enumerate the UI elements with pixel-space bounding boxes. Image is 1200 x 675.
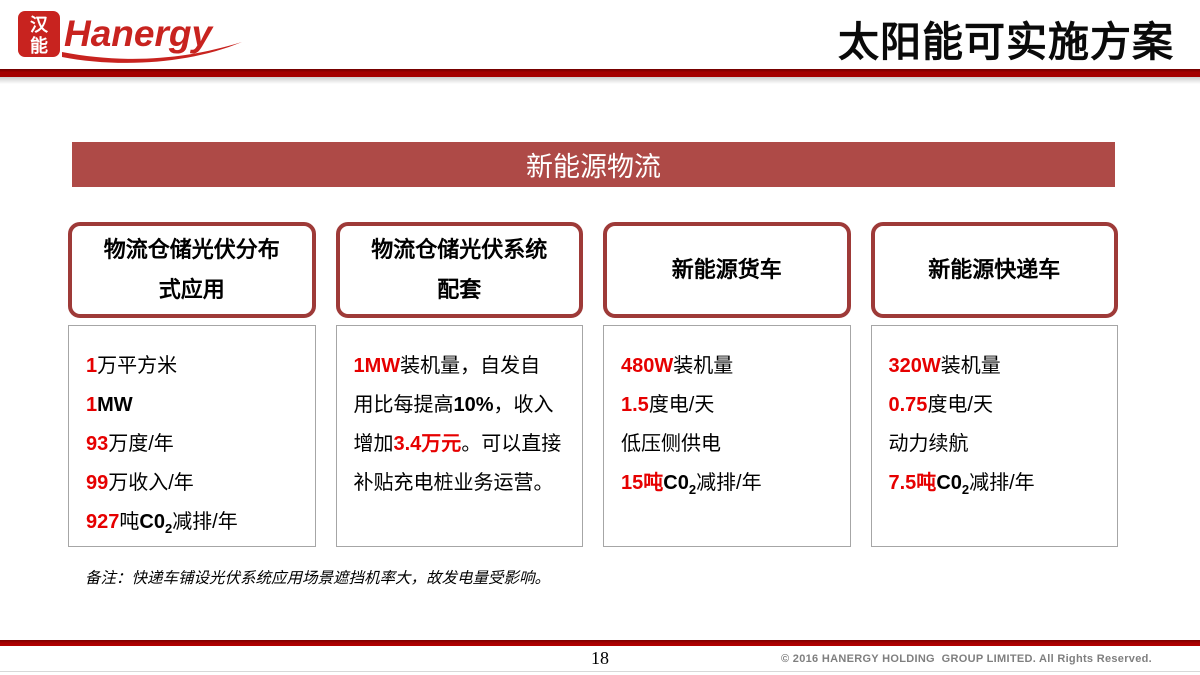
content-text: C0 <box>663 472 689 494</box>
header-line: 物流仓储光伏系统 <box>371 237 548 262</box>
header-line: 配套 <box>437 277 482 302</box>
content-text: 增加 <box>353 433 394 455</box>
column-header-box: 物流仓储光伏系统 配套 <box>335 222 583 318</box>
content-line: 低压侧供电 <box>621 425 840 464</box>
footer-rule <box>0 640 1200 646</box>
content-line: 1MW <box>86 386 305 425</box>
header-line: 式应用 <box>158 277 225 302</box>
copyright: © 2016 HANERGY HOLDING GROUP LIMITED. Al… <box>781 653 1152 665</box>
section-banner-label: 新能源物流 <box>526 152 661 182</box>
content-text: C0 <box>936 472 962 494</box>
content-text: 补贴充电桩业务运营。 <box>353 472 554 494</box>
content-line: 7.5吨C02减排/年 <box>889 464 1108 503</box>
column-content-box: 320W装机量 0.75度电/天 动力续航 7.5吨C02减排/年 <box>870 325 1118 547</box>
content-line: 99万收入/年 <box>86 464 305 503</box>
header-line: 新能源快递车 <box>928 257 1061 282</box>
content-text: 装机量 <box>673 355 734 377</box>
highlight-value: 1 <box>86 355 98 377</box>
column-content-box: 480W装机量 1.5度电/天 低压侧供电 15吨C02减排/年 <box>603 325 851 547</box>
content-line: 补贴充电桩业务运营。 <box>354 464 573 503</box>
content-text: 万收入/年 <box>108 472 194 494</box>
content-text: 万度/年 <box>108 433 174 455</box>
content-text: 10% <box>453 394 494 416</box>
column-content-box: 1MW装机量，自发自 用比每提高10%，收入 增加3.4万元。可以直接 补贴充电桩业务… <box>335 325 583 547</box>
column-content-box: 1万平方米 1MW 93万度/年 99万收入/年 927吨C02减排/年 <box>68 325 316 547</box>
content-text: 度电/天 <box>648 394 715 416</box>
footnote: 备注：快递车铺设光伏系统应用场景遮挡机率大，故发电量受影响。 <box>85 570 551 587</box>
column-new-energy-truck: 新能源货车 480W装机量 1.5度电/天 低压侧供电 15吨C02减排/年 <box>603 222 851 547</box>
column-warehouse-pv-system: 物流仓储光伏系统 配套 1MW装机量，自发自 用比每提高10%，收入 增加3.4万元。… <box>335 222 583 547</box>
content-text: 装机量，自发自 <box>400 355 541 377</box>
highlight-value: 320W <box>888 355 941 377</box>
content-text: 2 <box>688 482 697 497</box>
highlight-value: 1MW <box>353 355 401 377</box>
highlight-value: 927 <box>86 511 120 533</box>
highlight-value: 0.75 <box>888 394 928 416</box>
content-line: 1万平方米 <box>86 347 305 386</box>
header-line: 新能源货车 <box>671 257 782 282</box>
hanergy-logo: 汉 能 Hanergy <box>18 11 242 63</box>
content-line: 320W装机量 <box>889 347 1108 386</box>
content-text: 低压侧供电 <box>621 433 721 455</box>
content-line: 480W装机量 <box>621 347 840 386</box>
content-text: 减排/年 <box>969 472 1035 494</box>
slide-bottom-edge <box>0 671 1200 672</box>
content-text: 用比每提高 <box>353 394 454 416</box>
logo-seal <box>18 11 60 57</box>
highlight-value: 7.5吨 <box>888 472 937 494</box>
content-text: 减排/年 <box>172 511 238 533</box>
logo-brand-text: Hanergy <box>64 13 214 54</box>
content-text: 2 <box>961 482 970 497</box>
content-text: MW <box>97 394 133 416</box>
content-text: 万平方米 <box>97 355 178 377</box>
content-text: 2 <box>164 521 173 536</box>
content-line: 93万度/年 <box>86 425 305 464</box>
highlight-value: 15吨 <box>621 472 664 494</box>
highlight-value: 93 <box>86 433 109 455</box>
logo-seal-top-char: 汉 <box>30 15 49 35</box>
header-rule <box>0 69 1200 77</box>
slide-title: 太阳能可实施方案 <box>838 19 1174 65</box>
highlight-value: 1 <box>86 394 98 416</box>
column-header-box: 物流仓储光伏分布 式应用 <box>68 222 316 318</box>
content-text: ，收入 <box>493 394 554 416</box>
logo-seal-bottom-char: 能 <box>30 35 48 56</box>
content-text: 动力续航 <box>888 433 969 455</box>
content-line: 动力续航 <box>889 425 1108 464</box>
content-text: 。可以直接 <box>461 433 562 455</box>
column-header-box: 新能源快递车 <box>870 222 1118 318</box>
column-header-box: 新能源货车 <box>603 222 851 318</box>
section-banner: 新能源物流 <box>72 142 1115 187</box>
content-text: 装机量 <box>940 355 1001 377</box>
content-text: 吨 <box>119 511 140 533</box>
highlight-value: 99 <box>86 472 109 494</box>
header-rule-shadow <box>0 77 1200 84</box>
content-text: 减排/年 <box>696 472 762 494</box>
content-text: C0 <box>139 511 165 533</box>
content-text: 度电/天 <box>927 394 993 416</box>
highlight-value: 480W <box>621 355 674 377</box>
column-new-energy-delivery-vehicle: 新能源快递车 320W装机量 0.75度电/天 动力续航 7.5吨C02减排/年 <box>870 222 1118 547</box>
page-number: 18 <box>591 648 609 668</box>
content-line: 927吨C02减排/年 <box>86 503 305 542</box>
content-line: 增加3.4万元。可以直接 <box>354 425 573 464</box>
highlight-value: 3.4万元 <box>393 433 462 455</box>
content-line: 0.75度电/天 <box>889 386 1108 425</box>
content-line: 1MW装机量，自发自 <box>354 347 573 386</box>
column-warehouse-pv-distributed: 物流仓储光伏分布 式应用 1万平方米 1MW 93万度/年 99万收入/年 927吨C02… <box>68 222 316 547</box>
highlight-value: 1.5 <box>621 394 649 416</box>
header-line: 物流仓储光伏分布 <box>103 237 280 262</box>
content-line: 用比每提高10%，收入 <box>354 386 573 425</box>
content-line: 15吨C02减排/年 <box>621 464 840 503</box>
content-line: 1.5度电/天 <box>621 386 840 425</box>
columns-grid: 物流仓储光伏分布 式应用 1万平方米 1MW 93万度/年 99万收入/年 927吨C02… <box>68 222 1118 547</box>
logo-swoosh-icon <box>62 42 242 63</box>
